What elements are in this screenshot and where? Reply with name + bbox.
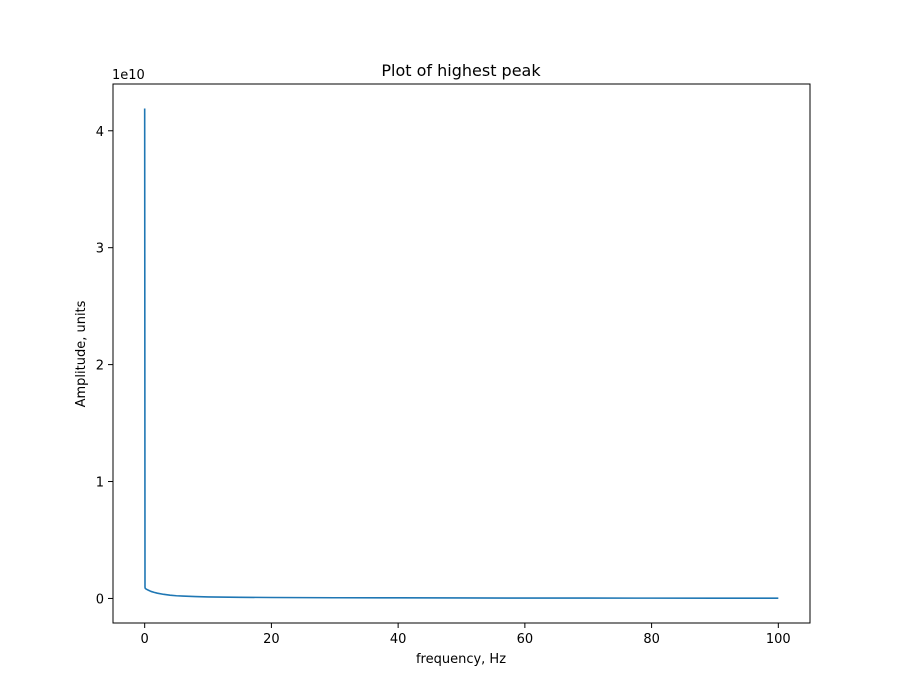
x-tick-label-2: 40 <box>390 632 407 647</box>
y-offset-text: 1e10 <box>112 68 145 83</box>
x-tick-label-0: 0 <box>141 632 149 647</box>
y-tick-label-4: 4 <box>96 125 104 140</box>
plot-frame <box>112 83 811 624</box>
y-axis-label: Amplitude, units <box>74 300 89 407</box>
x-tick-label-3: 60 <box>517 632 534 647</box>
chart-title: Plot of highest peak <box>381 61 541 80</box>
x-axis-label: frequency, Hz <box>416 652 506 667</box>
x-tick-label-4: 80 <box>643 632 660 647</box>
y-tick-label-3: 3 <box>96 242 104 257</box>
y-tick-label-1: 1 <box>96 476 104 491</box>
x-tick-label-5: 100 <box>766 632 791 647</box>
series-line-0 <box>143 108 779 599</box>
plot-area: 0 20 40 60 80 100 0 1 2 3 4 <box>96 83 811 647</box>
y-tick-label-2: 2 <box>96 359 104 374</box>
x-tick-label-1: 20 <box>263 632 280 647</box>
y-tick-label-0: 0 <box>96 592 104 607</box>
